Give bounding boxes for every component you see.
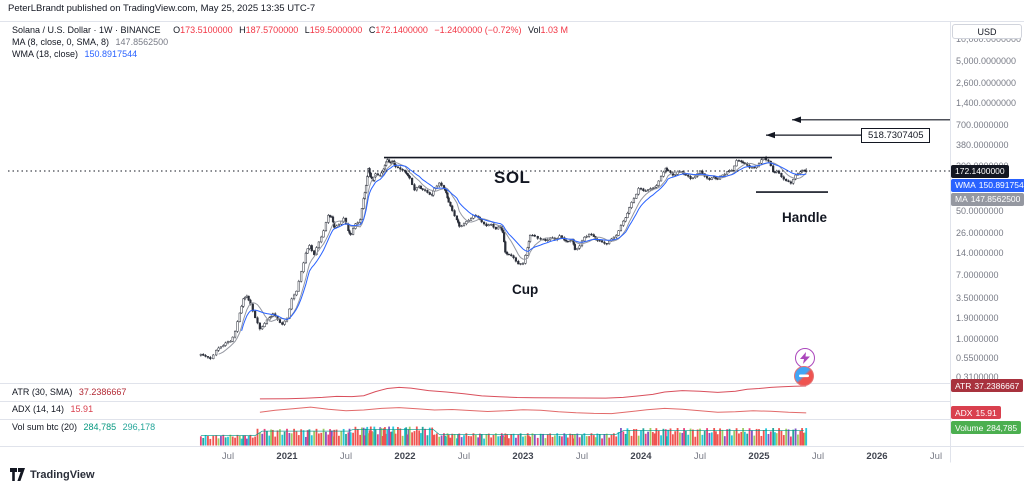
emoji-face-icon bbox=[799, 374, 809, 378]
price-tick: 50.0000000 bbox=[956, 206, 1004, 217]
ohlc-low-value: 159.5000000 bbox=[309, 25, 363, 35]
adx-legend[interactable]: ADX (14, 14) 15.91 bbox=[12, 404, 93, 414]
time-tick: 2021 bbox=[276, 451, 298, 462]
ma-badge-label: MA bbox=[955, 194, 968, 204]
wma-price-badge: WMA 150.8917544 bbox=[951, 178, 1024, 192]
pane-separators bbox=[0, 21, 1024, 463]
time-tick: Jul bbox=[929, 451, 943, 462]
time-tick: Jul bbox=[575, 451, 589, 462]
ma-price-badge: MA 147.8562500 bbox=[951, 192, 1024, 206]
ohlc-change: −1.2400000 (−0.72%) bbox=[434, 25, 522, 35]
atr-legend-value: 37.2386667 bbox=[78, 387, 127, 397]
adx-line bbox=[259, 406, 807, 415]
ohlc-high-label: H bbox=[239, 25, 246, 35]
upper-target-arrow-icon bbox=[792, 116, 801, 123]
price-tick: 3.5000000 bbox=[956, 292, 999, 303]
price-tick: 1,400.0000000 bbox=[956, 97, 1017, 108]
atr-badge-value: 37.2386667 bbox=[974, 380, 1020, 391]
ma-legend-value: 147.8562500 bbox=[115, 37, 169, 47]
price-tick: 0.3100000 bbox=[956, 371, 999, 382]
adx-badge-value: 15.91 bbox=[975, 407, 997, 418]
symbol-legend[interactable]: Solana / U.S. Dollar · 1W · BINANCE O173… bbox=[12, 25, 568, 35]
adx-legend-label: ADX (14, 14) bbox=[12, 404, 65, 414]
ohlc-open-label: O bbox=[173, 25, 181, 35]
ohlc-open-value: 173.5100000 bbox=[180, 25, 233, 35]
atr-value-badge: ATR 37.2386667 bbox=[951, 379, 1024, 393]
time-tick: Jul bbox=[221, 451, 235, 462]
price-tick: 7.0000000 bbox=[956, 270, 999, 281]
ma-legend-label: MA (8, close, 0, SMA, 8) bbox=[12, 37, 110, 47]
price-target-label[interactable]: 518.7307405 bbox=[861, 127, 931, 143]
price-tick: 5,000.0000000 bbox=[956, 56, 1017, 67]
volume-legend-value1: 284,785 bbox=[83, 422, 117, 432]
volume-legend-label: Vol sum btc (20) bbox=[12, 422, 78, 432]
ohlc-high-value: 187.5700000 bbox=[245, 25, 299, 35]
adx-badge-label: ADX bbox=[955, 407, 973, 418]
time-tick: Jul bbox=[811, 451, 825, 462]
volume-label: Vol bbox=[528, 25, 541, 35]
annotation-sol-text[interactable]: SOL bbox=[494, 168, 531, 187]
time-tick: 2024 bbox=[630, 451, 652, 462]
time-tick: Jul bbox=[457, 451, 471, 462]
wma-legend[interactable]: WMA (18, close) 150.8917544 bbox=[12, 49, 137, 59]
lightning-bolt-icon bbox=[800, 352, 810, 364]
price-tick: 1.0000000 bbox=[956, 333, 999, 344]
atr-legend-label: ATR (30, SMA) bbox=[12, 387, 73, 397]
price-tick: 26.0000000 bbox=[956, 227, 1004, 238]
last-price-badge-value: 172.1400000 bbox=[955, 166, 1005, 176]
ma-badge-value: 147.8562500 bbox=[970, 194, 1021, 204]
time-tick: Jul bbox=[339, 451, 353, 462]
symbol-title: Solana / U.S. Dollar · 1W · BINANCE bbox=[12, 25, 161, 35]
time-tick: 2026 bbox=[866, 451, 888, 462]
drawings[interactable] bbox=[8, 116, 950, 193]
tradingview-logo[interactable]: TradingView bbox=[10, 468, 95, 481]
ohlc-close-value: 172.1400000 bbox=[375, 25, 428, 35]
ohlc-low-label: L bbox=[304, 25, 310, 35]
price-tick: 0.5500000 bbox=[956, 353, 999, 364]
price-tick: 1.9000000 bbox=[956, 312, 999, 323]
lightning-reaction-icon[interactable] bbox=[795, 348, 815, 368]
annotation-handle-text[interactable]: Handle bbox=[782, 210, 828, 225]
price-tick: 700.0000000 bbox=[956, 120, 1009, 131]
wma-legend-label: WMA (18, close) bbox=[12, 49, 79, 59]
publish-bar: PeterLBrandt published on TradingView.co… bbox=[8, 3, 316, 14]
price-tick: 380.0000000 bbox=[956, 140, 1009, 151]
annotation-cup-text[interactable]: Cup bbox=[512, 282, 539, 297]
wma18-line bbox=[241, 162, 807, 332]
volume-legend[interactable]: Vol sum btc (20) 284,785 296,178 bbox=[12, 422, 155, 432]
last-price-badge: 172.1400000 bbox=[951, 164, 1009, 178]
price-tick: 2,600.0000000 bbox=[956, 77, 1017, 88]
volume-value: 1.03 M bbox=[540, 25, 569, 35]
adx-legend-value: 15.91 bbox=[70, 404, 94, 414]
time-tick: Jul bbox=[693, 451, 707, 462]
tradingview-logo-icon bbox=[10, 468, 25, 481]
wma-badge-value: 150.8917544 bbox=[978, 180, 1024, 190]
ma-legend[interactable]: MA (8, close, 0, SMA, 8) 147.8562500 bbox=[12, 37, 168, 47]
wma-badge-label: WMA bbox=[955, 180, 976, 190]
atr-badge-label: ATR bbox=[955, 380, 972, 391]
time-tick: 2023 bbox=[512, 451, 534, 462]
wma-legend-value: 150.8917544 bbox=[84, 49, 138, 59]
time-tick: 2025 bbox=[748, 451, 770, 462]
time-tick: 2022 bbox=[394, 451, 416, 462]
volume-badge-label: Volume bbox=[955, 422, 984, 433]
volume-bars bbox=[199, 426, 808, 446]
atr-legend[interactable]: ATR (30, SMA) 37.2386667 bbox=[12, 387, 126, 397]
ma8-line bbox=[218, 161, 807, 355]
volume-value-badge: Volume 284,785 bbox=[951, 421, 1022, 434]
adx-value-badge: ADX 15.91 bbox=[951, 406, 1001, 420]
tradingview-logo-text: TradingView bbox=[30, 468, 95, 481]
emoji-reaction-icon[interactable] bbox=[794, 366, 814, 386]
volume-badge-value: 284,785 bbox=[986, 422, 1018, 433]
currency-button[interactable]: USD bbox=[952, 24, 1022, 39]
measured-target-arrow-icon bbox=[766, 131, 775, 139]
volume-legend-value2: 296,178 bbox=[122, 422, 156, 432]
price-tick: 14.0000000 bbox=[956, 247, 1004, 258]
volume-ma-line bbox=[200, 429, 804, 437]
atr-line bbox=[259, 385, 807, 400]
ohlc-close-label: C bbox=[368, 25, 376, 35]
